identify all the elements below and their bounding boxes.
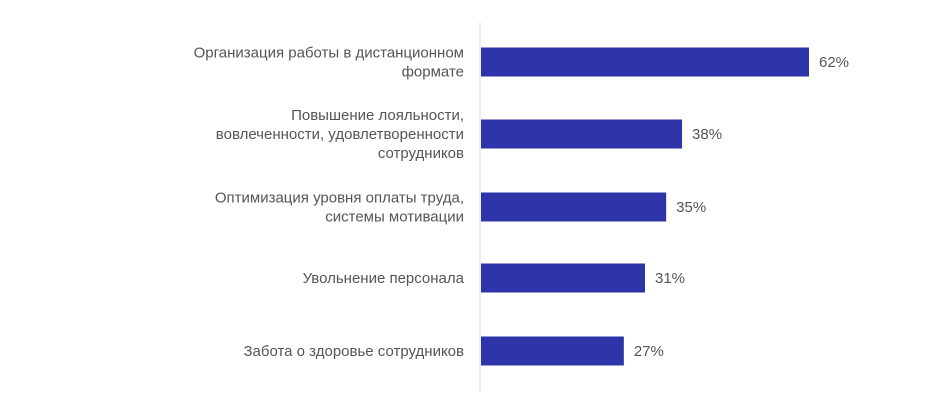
category-label-line: системы мотивации (325, 209, 464, 226)
category-label-line: Повышение лояльности, (291, 107, 464, 124)
value-label-2: 35% (676, 199, 706, 216)
category-label-0: Организация работы в дистанционном формат… (194, 45, 464, 81)
value-label-0: 62% (819, 54, 849, 71)
category-label-line: сотрудников (378, 145, 464, 162)
bar-0 (481, 47, 809, 77)
category-label-line: формате (402, 64, 464, 81)
bar-4 (481, 336, 624, 366)
category-label-1: Повышение лояльности, вовлеченности, удов… (216, 107, 464, 162)
bar-3 (481, 263, 645, 293)
value-label-1: 38% (692, 126, 722, 143)
bar-1 (481, 119, 683, 149)
category-label-2: Оптимизация уровня оплаты труда, системы … (215, 190, 464, 226)
value-label-3: 31% (655, 270, 685, 287)
category-label-line: Увольнение персонала (303, 270, 465, 287)
category-label-line: Забота о здоровье сотрудников (243, 343, 464, 360)
category-label-3: Увольнение персонала (303, 270, 465, 287)
bars-group: 62% Организация работы в дистанционном фор… (194, 45, 849, 366)
value-label-4: 27% (634, 343, 664, 360)
category-label-line: Оптимизация уровня оплаты труда, (215, 190, 464, 207)
category-label-4: Забота о здоровье сотрудников (243, 343, 464, 360)
category-label-line: Организация работы в дистанционном (194, 45, 464, 62)
bar-2 (481, 192, 667, 222)
category-label-line: вовлеченности, удовлетворенности (216, 126, 464, 143)
